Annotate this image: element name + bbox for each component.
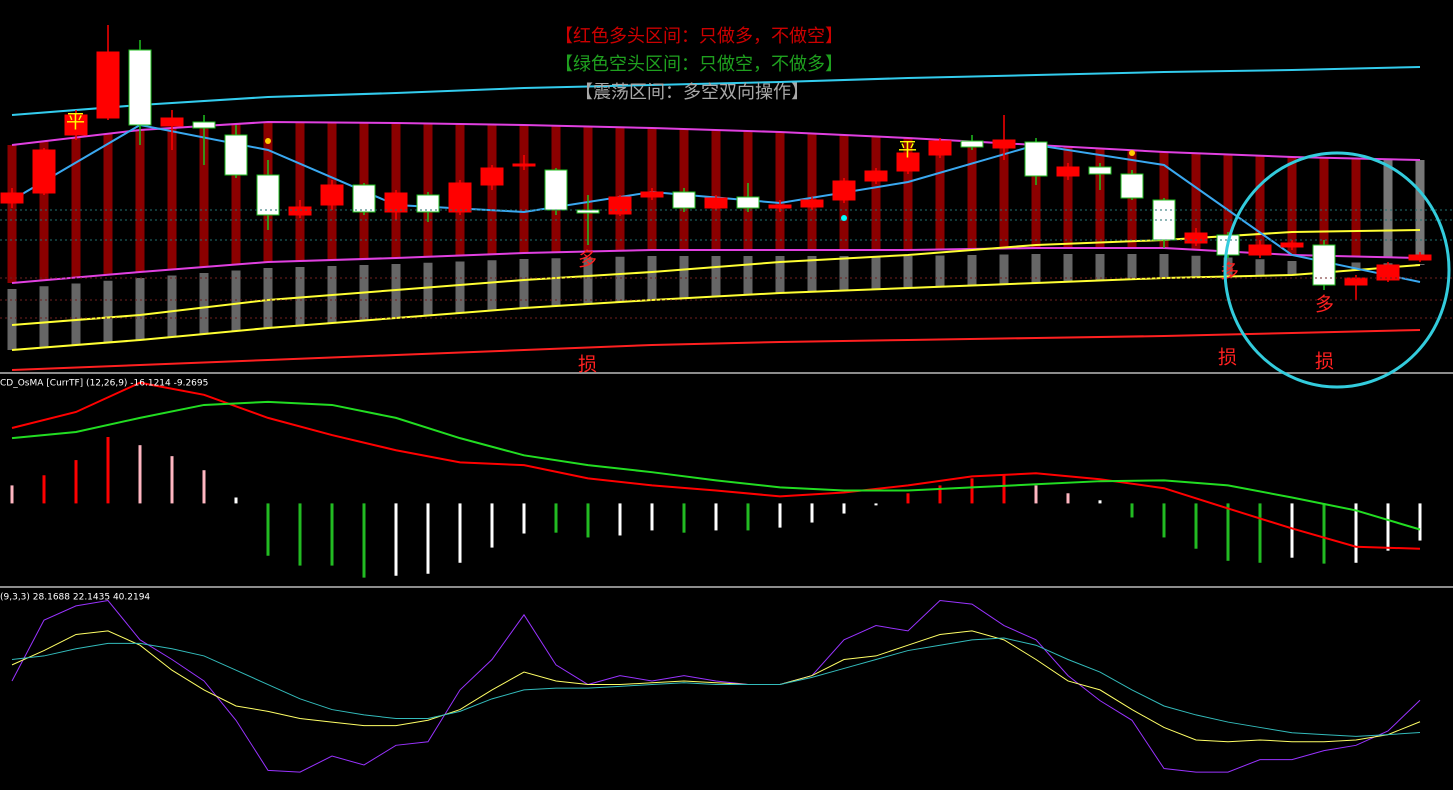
candle-body bbox=[1248, 244, 1272, 256]
candle-body bbox=[800, 199, 824, 208]
candle-body bbox=[608, 196, 632, 215]
candle-body bbox=[352, 184, 376, 213]
line bbox=[11, 630, 1421, 743]
candle-body bbox=[224, 134, 248, 176]
candle-body bbox=[1280, 242, 1304, 248]
candle-body bbox=[896, 152, 920, 172]
candle-body bbox=[864, 170, 888, 182]
signal-marker: 损 bbox=[578, 354, 597, 376]
candle-body bbox=[1184, 232, 1208, 244]
candle-body bbox=[1056, 166, 1080, 177]
dot bbox=[1129, 150, 1135, 156]
line bbox=[11, 637, 1421, 737]
line bbox=[11, 329, 1421, 371]
candle-body bbox=[1088, 166, 1112, 175]
level-lines bbox=[0, 209, 1453, 319]
candle-body bbox=[416, 194, 440, 213]
candle-body bbox=[192, 121, 216, 129]
candle-body bbox=[960, 140, 984, 148]
candle-body bbox=[576, 209, 600, 214]
line bbox=[11, 66, 1421, 116]
highlight-circle bbox=[1223, 151, 1451, 389]
signal-marker: 多 bbox=[1315, 294, 1334, 316]
signal-marker: 损 bbox=[1218, 347, 1237, 369]
candle-body bbox=[288, 206, 312, 216]
dot bbox=[841, 215, 847, 221]
line bbox=[11, 599, 1421, 773]
candle-body bbox=[256, 174, 280, 216]
candle-body bbox=[1376, 264, 1400, 281]
candle-body bbox=[1408, 254, 1432, 261]
line bbox=[11, 120, 1421, 161]
candle-body bbox=[672, 191, 696, 209]
candle-body bbox=[640, 191, 664, 198]
candle-body bbox=[480, 167, 504, 186]
header-line: 【绿色空头区间：只做空，不做多】 bbox=[555, 54, 843, 75]
candle-body bbox=[320, 184, 344, 206]
candle-body bbox=[544, 169, 568, 211]
signal-marker: 平 bbox=[898, 139, 917, 161]
candle-body bbox=[928, 140, 952, 156]
candle-body bbox=[736, 196, 760, 209]
candle-body bbox=[64, 114, 88, 136]
candle-body bbox=[512, 163, 536, 167]
line bbox=[11, 247, 1421, 284]
candle-body bbox=[384, 192, 408, 213]
candle-body bbox=[704, 197, 728, 209]
candle-body bbox=[32, 149, 56, 194]
candle-body bbox=[768, 204, 792, 209]
indicator-label: (9,3,3) 28.1688 22.1435 40.2194 bbox=[0, 593, 150, 603]
candle-body bbox=[992, 139, 1016, 149]
candle-body bbox=[1312, 244, 1336, 286]
candle-body bbox=[160, 117, 184, 127]
candle-body bbox=[1344, 277, 1368, 286]
candle-body bbox=[128, 49, 152, 126]
signal-marker: 多 bbox=[1220, 261, 1239, 283]
header-line: 【震荡区间：多空双向操作】 bbox=[575, 82, 809, 103]
dot bbox=[265, 138, 271, 144]
candle-body bbox=[1120, 173, 1144, 199]
header-line: 【红色多头区间：只做多，不做空】 bbox=[555, 26, 843, 47]
candle-body bbox=[96, 51, 120, 119]
candle-body bbox=[832, 180, 856, 201]
signal-marker: 损 bbox=[1315, 351, 1334, 373]
candle-body bbox=[448, 182, 472, 213]
line bbox=[11, 381, 1421, 550]
indicator-label: CD_OsMA [CurrTF] (12,26,9) -16.1214 -9.2… bbox=[0, 379, 208, 389]
signal-marker: 平 bbox=[66, 111, 85, 133]
line bbox=[11, 400, 1421, 531]
candle-body bbox=[1024, 141, 1048, 177]
candle-body bbox=[0, 192, 24, 204]
signal-marker: 多 bbox=[578, 249, 597, 271]
